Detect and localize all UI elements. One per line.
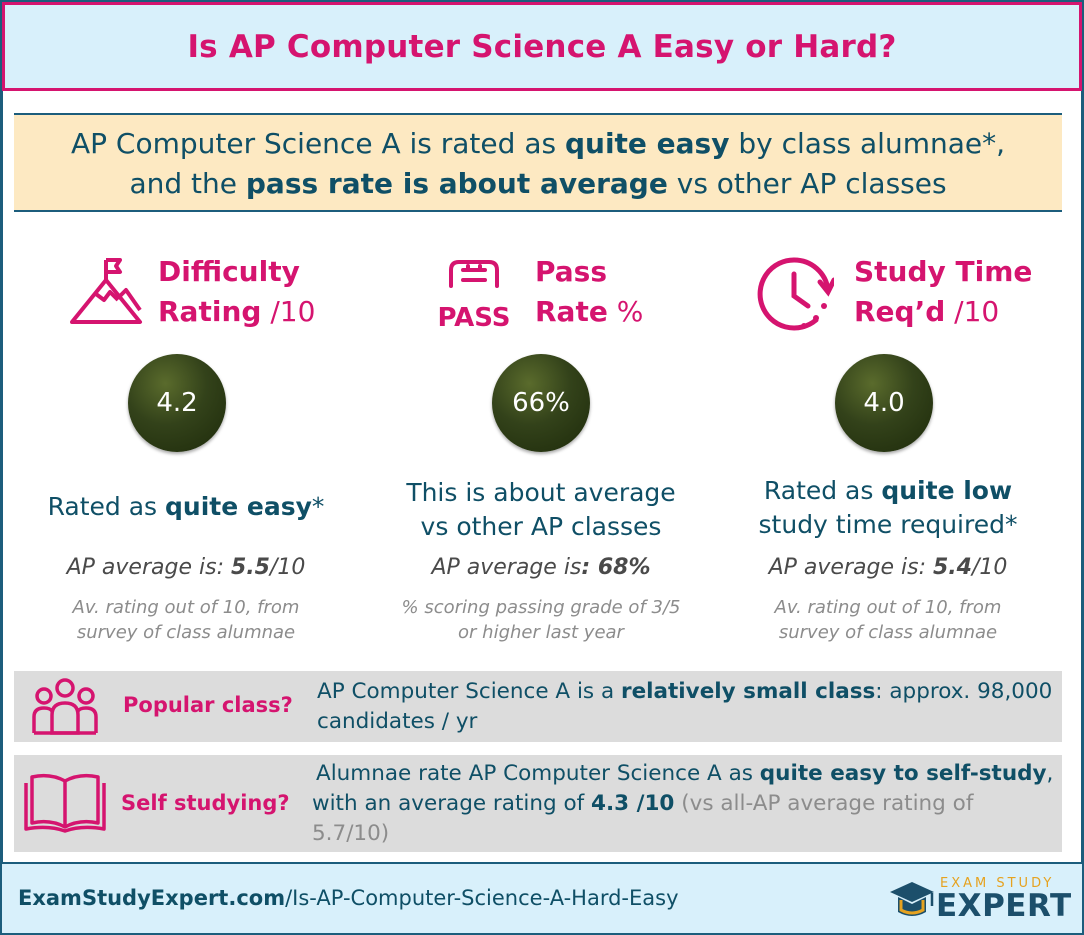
mountain-flag-icon xyxy=(70,258,142,324)
self-study-text: Alumnae rate AP Computer Science A as qu… xyxy=(312,759,1053,849)
study-time-ap-average: AP average is: 5.4/10 xyxy=(718,555,1058,580)
pass-icon: PASS xyxy=(437,260,511,330)
title-line: Rating xyxy=(158,295,262,328)
desc-bold: quite low xyxy=(881,476,1013,505)
desc-line: vs other AP classes xyxy=(420,512,662,541)
row-text-bold: relatively small class xyxy=(620,679,876,704)
avg-text: AP average is: xyxy=(66,555,231,580)
header-banner: Is AP Computer Science A Easy or Hard? xyxy=(2,2,1082,91)
open-book-icon xyxy=(24,773,106,833)
summary-bold: pass rate is about average xyxy=(245,167,668,200)
note-line: Av. rating out of 10, from xyxy=(774,597,1002,618)
page-title: Is AP Computer Science A Easy or Hard? xyxy=(187,28,897,65)
title-line: Req’d xyxy=(854,295,946,328)
people-icon xyxy=(32,678,98,735)
row-text-span: with an average rating of xyxy=(312,791,592,816)
row-text-span: , xyxy=(1046,761,1054,786)
avg-value: : 68% xyxy=(581,555,651,580)
desc-line: This is about average xyxy=(406,478,676,507)
difficulty-note: Av. rating out of 10, from survey of cla… xyxy=(16,595,356,645)
difficulty-ap-average: AP average is: 5.5/10 xyxy=(16,555,356,580)
avg-value: 5.4 xyxy=(932,555,972,580)
note-line: survey of class alumnae xyxy=(76,622,296,643)
summary-bold: quite easy xyxy=(564,127,730,160)
pass-rate-description: This is about average vs other AP classe… xyxy=(371,476,711,544)
row-text-line: candidates / yr xyxy=(317,709,478,734)
row-text-bold: 4.3 /10 xyxy=(591,791,675,816)
difficulty-title: Difficulty Rating /10 xyxy=(158,252,315,332)
summary-line-2: and the pass rate is about average vs ot… xyxy=(14,164,1062,204)
exam-study-expert-logo: EXAM STUDY EXPERT xyxy=(888,874,1071,926)
popular-class-label: Popular class? xyxy=(123,693,293,717)
title-unit: % xyxy=(607,295,644,328)
footer: ExamStudyExpert.com/Is-AP-Computer-Scien… xyxy=(2,862,1082,933)
summary-text: by class alumnae*, xyxy=(729,127,1006,160)
summary-text: and the xyxy=(129,167,246,200)
note-line: Av. rating out of 10, from xyxy=(72,597,300,618)
desc-bold: quite easy xyxy=(165,492,312,521)
study-time-score: 4.0 xyxy=(835,354,933,452)
summary-text: vs other AP classes xyxy=(667,167,947,200)
avg-value: 5.5 xyxy=(230,555,270,580)
footer-url[interactable]: ExamStudyExpert.com/Is-AP-Computer-Scien… xyxy=(18,886,679,910)
title-line: Difficulty xyxy=(158,255,300,288)
desc-text: Rated as xyxy=(47,492,166,521)
pass-rate-score: 66% xyxy=(492,354,590,452)
title-unit: /10 xyxy=(945,295,1000,328)
row-text-span: AP Computer Science A is a xyxy=(317,679,621,704)
note-line: or higher last year xyxy=(458,622,624,643)
self-study-row: Self studying? Alumnae rate AP Computer … xyxy=(14,755,1062,852)
logo-top-text: EXAM STUDY xyxy=(940,876,1055,891)
title-line: Pass xyxy=(535,255,607,288)
pass-icon-text: PASS xyxy=(437,303,510,330)
row-text-muted: 5.7/10) xyxy=(312,821,390,846)
logo-main-text: EXPERT xyxy=(936,888,1072,924)
graduation-cap-icon xyxy=(890,882,934,916)
pass-rate-note: % scoring passing grade of 3/5 or higher… xyxy=(371,595,711,645)
desc-text: * xyxy=(311,492,325,521)
title-line: Study Time xyxy=(854,255,1033,288)
popular-class-row: Popular class? AP Computer Science A is … xyxy=(14,671,1062,742)
difficulty-score: 4.2 xyxy=(128,354,226,452)
summary-text: AP Computer Science A is rated as xyxy=(70,127,565,160)
avg-text: /10 xyxy=(971,555,1008,580)
footer-url-path: /Is-AP-Computer-Science-A-Hard-Easy xyxy=(285,886,679,910)
self-study-label: Self studying? xyxy=(121,791,290,815)
difficulty-description: Rated as quite easy* xyxy=(16,490,356,524)
note-line: survey of class alumnae xyxy=(778,622,998,643)
study-time-title: Study Time Req’d /10 xyxy=(854,252,1032,332)
desc-text: Rated as xyxy=(763,476,882,505)
row-text-muted: (vs all-AP average rating of xyxy=(674,791,974,816)
popular-class-text: AP Computer Science A is a relatively sm… xyxy=(317,677,1052,737)
row-text-span: : approx. 98,000 xyxy=(875,679,1053,704)
footer-url-domain: ExamStudyExpert.com xyxy=(18,886,286,910)
note-line: % scoring passing grade of 3/5 xyxy=(401,597,681,618)
row-text-bold: quite easy to self-study xyxy=(759,761,1047,786)
avg-text: /10 xyxy=(269,555,306,580)
pass-rate-ap-average: AP average is: 68% xyxy=(371,555,711,580)
study-time-description: Rated as quite low study time required* xyxy=(718,474,1058,542)
clock-icon xyxy=(757,257,834,331)
avg-text: AP average is: xyxy=(768,555,933,580)
row-text-span: Alumnae rate AP Computer Science A as xyxy=(316,761,760,786)
title-unit: /10 xyxy=(261,295,316,328)
avg-text: AP average is xyxy=(431,555,582,580)
summary-line-1: AP Computer Science A is rated as quite … xyxy=(14,124,1062,164)
pass-rate-title: Pass Rate % xyxy=(535,252,643,332)
summary-band: AP Computer Science A is rated as quite … xyxy=(14,113,1062,212)
study-time-note: Av. rating out of 10, from survey of cla… xyxy=(718,595,1058,645)
desc-line: study time required* xyxy=(758,510,1018,539)
title-line: Rate xyxy=(535,295,608,328)
